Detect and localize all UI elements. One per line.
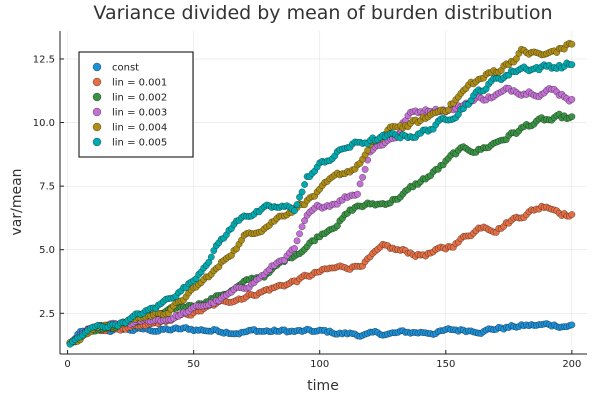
x-tick-label: 100: [310, 359, 329, 370]
data-point: [568, 211, 576, 218]
legend-label: const: [112, 63, 139, 74]
legend: const lin = 0.001 lin = 0.002 lin = 0.003 li…: [78, 51, 194, 158]
chart-title: Variance divided by mean of burden distr…: [93, 2, 552, 24]
x-axis-label: time: [307, 378, 339, 394]
series-lin-0-004: [66, 39, 576, 346]
data-point: [568, 113, 576, 121]
y-tick-label: 7.5: [39, 182, 55, 193]
data-point: [444, 106, 452, 114]
data-point: [354, 190, 361, 198]
y-ticks: 2.5 5.0 7.5 10.0 12.5: [33, 54, 64, 320]
data-point: [568, 95, 576, 103]
legend-label: lin = 0.004: [112, 123, 167, 134]
y-tick-label: 5.0: [39, 245, 55, 256]
legend-label: lin = 0.005: [112, 138, 167, 149]
data-point: [291, 207, 298, 215]
data-point: [361, 165, 369, 173]
legend-marker: [92, 62, 102, 72]
legend-marker: [92, 92, 102, 102]
legend-label: lin = 0.002: [112, 93, 167, 104]
legend-label: lin = 0.003: [112, 108, 167, 119]
plot-frame: [59, 31, 587, 355]
data-point: [207, 253, 215, 261]
points-layer: [66, 39, 576, 348]
x-tick-label: 200: [562, 359, 581, 370]
x-ticks: 0 50 100 150 200: [64, 350, 581, 370]
data-point: [293, 237, 301, 245]
data-point: [293, 201, 301, 209]
y-axis-label: var/mean: [9, 168, 25, 235]
data-point: [301, 181, 309, 188]
legend-marker: [92, 77, 102, 87]
x-tick-label: 0: [64, 359, 70, 370]
y-tick-label: 2.5: [39, 309, 55, 320]
data-point: [298, 223, 306, 231]
data-point: [356, 180, 364, 188]
data-point: [291, 245, 298, 252]
data-point: [298, 188, 306, 196]
data-point: [359, 173, 367, 181]
legend-label: lin = 0.001: [112, 78, 167, 89]
series-lin-0-005: [66, 59, 576, 348]
data-point: [296, 230, 303, 238]
y-tick-label: 12.5: [33, 54, 55, 65]
x-tick-label: 150: [436, 359, 455, 370]
legend-marker: [92, 137, 102, 147]
legend-marker: [92, 122, 102, 132]
legend-marker: [92, 107, 102, 117]
data-point: [568, 61, 576, 69]
x-tick-label: 50: [187, 359, 200, 370]
series-const: [66, 320, 576, 347]
data-point: [568, 40, 576, 48]
y-tick-label: 10.0: [33, 118, 55, 129]
data-point: [568, 321, 576, 329]
